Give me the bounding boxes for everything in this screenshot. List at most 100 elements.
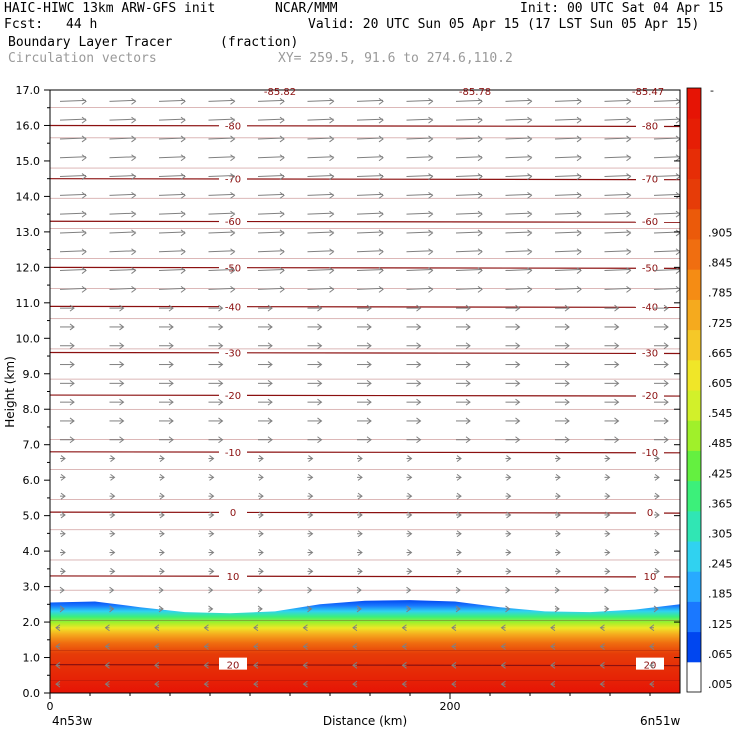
vector-head bbox=[60, 567, 66, 575]
vector-arrow bbox=[604, 231, 631, 234]
vector-head bbox=[131, 285, 137, 293]
vector-head bbox=[506, 492, 512, 500]
vector-head bbox=[428, 285, 434, 293]
vector-head bbox=[506, 473, 512, 481]
vector-head bbox=[451, 624, 457, 632]
vector-head bbox=[154, 680, 160, 688]
vector-head bbox=[119, 436, 125, 444]
vector-arrow bbox=[505, 193, 532, 196]
org-label: NCAR/MMM bbox=[275, 1, 338, 16]
contour-label: -80 bbox=[642, 121, 658, 132]
colorbar-label: .665 bbox=[708, 347, 733, 360]
vector-head bbox=[158, 586, 164, 594]
colorbar-swatch bbox=[687, 208, 701, 240]
vector-head bbox=[168, 323, 174, 331]
vector-head bbox=[81, 285, 87, 293]
vector-head bbox=[218, 304, 224, 312]
vector-head bbox=[366, 323, 372, 331]
vector-arrow bbox=[109, 193, 136, 196]
vector-head bbox=[119, 361, 125, 368]
vector-head bbox=[407, 473, 413, 481]
vector-head bbox=[477, 154, 483, 162]
vector-head bbox=[455, 605, 461, 613]
vector-arrow bbox=[653, 212, 680, 215]
vector-head bbox=[159, 455, 165, 462]
vector-head bbox=[230, 229, 236, 237]
vector-head bbox=[131, 173, 137, 180]
vector-head bbox=[626, 248, 632, 256]
vector-head bbox=[378, 116, 384, 124]
vector-head bbox=[675, 267, 680, 274]
vector-head bbox=[576, 210, 582, 218]
vector-head bbox=[506, 549, 512, 556]
vector-head bbox=[81, 173, 87, 180]
vector-head bbox=[258, 549, 264, 556]
vector-arrow bbox=[257, 287, 285, 290]
vector-head bbox=[81, 154, 87, 162]
vector-head bbox=[675, 210, 680, 218]
vector-head bbox=[267, 398, 273, 406]
vector-head bbox=[230, 191, 236, 199]
vector-head bbox=[378, 285, 384, 293]
colorbar-label: .425 bbox=[708, 467, 733, 480]
vector-head bbox=[308, 455, 314, 462]
vector-head bbox=[357, 511, 363, 519]
vector-head bbox=[110, 530, 116, 538]
vector-head bbox=[605, 530, 611, 538]
vector-head bbox=[230, 97, 236, 105]
vector-head bbox=[302, 624, 308, 632]
vector-head bbox=[663, 323, 669, 331]
vector-arrow bbox=[158, 193, 186, 196]
vector-arrow bbox=[653, 118, 680, 121]
vector-head bbox=[203, 661, 209, 669]
vector-head bbox=[110, 567, 116, 575]
vector-arrow bbox=[109, 137, 136, 140]
vectors-label: Circulation vectors bbox=[8, 51, 157, 66]
vector-arrow bbox=[406, 137, 433, 140]
vector-head bbox=[104, 643, 110, 650]
top-contour-label: -85.78 bbox=[459, 87, 491, 98]
vector-head bbox=[604, 586, 610, 594]
vector-head bbox=[357, 455, 363, 462]
vector-head bbox=[180, 154, 186, 162]
vector-head bbox=[605, 492, 611, 500]
vector-arrow bbox=[158, 287, 186, 290]
colorbar-label: .005 bbox=[708, 678, 733, 691]
colorbar-swatch bbox=[687, 269, 701, 300]
colorbar-label: .245 bbox=[708, 558, 733, 571]
contour-label: -70 bbox=[225, 175, 241, 186]
vector-arrow bbox=[554, 193, 582, 196]
vector-arrow bbox=[505, 287, 532, 290]
vector-arrow bbox=[604, 250, 631, 253]
vector-head bbox=[69, 342, 75, 350]
vector-head bbox=[366, 361, 372, 368]
vector-head bbox=[55, 680, 61, 688]
vector-head bbox=[564, 304, 570, 312]
colorbar-top-mark: - bbox=[710, 84, 714, 97]
vector-head bbox=[230, 116, 236, 124]
vector-head bbox=[428, 135, 434, 143]
vector-arrow bbox=[208, 118, 235, 121]
vector-arrow bbox=[356, 250, 384, 253]
vector-head bbox=[279, 229, 285, 237]
vector-head bbox=[675, 285, 680, 293]
vector-head bbox=[407, 549, 413, 556]
vector-head bbox=[599, 643, 605, 650]
vector-head bbox=[550, 680, 556, 688]
vector-head bbox=[515, 417, 521, 425]
vector-head bbox=[317, 342, 323, 350]
vector-head bbox=[208, 605, 214, 613]
vector-head bbox=[654, 511, 660, 519]
vector-head bbox=[267, 417, 273, 425]
vector-arrow bbox=[604, 137, 631, 140]
vector-head bbox=[119, 417, 125, 425]
vector-head bbox=[576, 116, 582, 124]
vector-head bbox=[81, 116, 87, 124]
colorbar-swatch bbox=[687, 541, 701, 572]
vector-head bbox=[378, 191, 384, 199]
contour-label-bg bbox=[636, 171, 664, 184]
xy-coords: XY= 259.5, 91.6 to 274.6,110.2 bbox=[278, 51, 513, 66]
vector-head bbox=[649, 661, 655, 669]
vector-head bbox=[329, 116, 335, 124]
x-start-label: 4n53w bbox=[52, 714, 93, 728]
